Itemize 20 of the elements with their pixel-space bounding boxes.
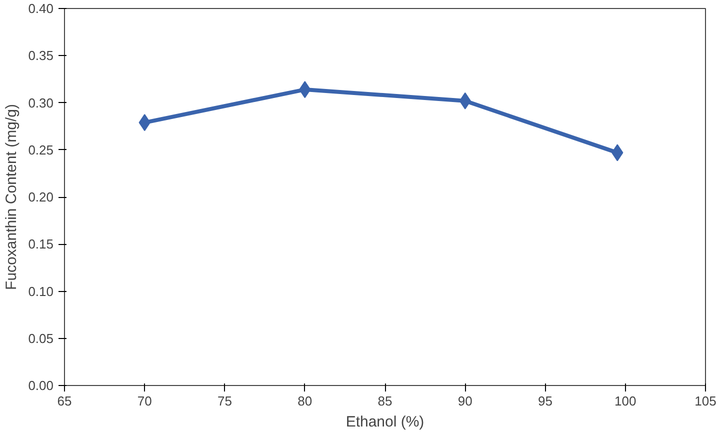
x-tick-label: 85 bbox=[378, 394, 392, 408]
x-tick-label: 75 bbox=[218, 394, 232, 408]
x-tick-label: 100 bbox=[614, 394, 636, 408]
y-axis-title: Fucoxanthin Content (mg/g) bbox=[3, 104, 20, 290]
x-tick-label: 65 bbox=[57, 394, 72, 408]
y-tick-label: 0.40 bbox=[28, 1, 54, 16]
y-tick-label: 0.35 bbox=[28, 48, 54, 64]
x-tick-label: 70 bbox=[137, 394, 152, 408]
y-tick-label: 0.15 bbox=[28, 236, 54, 252]
x-tick-label: 95 bbox=[538, 394, 552, 408]
y-tick-label: 0.30 bbox=[28, 95, 54, 110]
y-tick-label: 0.05 bbox=[28, 330, 54, 346]
x-tick-label: 105 bbox=[694, 394, 716, 408]
x-tick-label: 90 bbox=[458, 394, 472, 408]
x-tick-label: 80 bbox=[298, 394, 312, 408]
y-tick-label: 0.25 bbox=[28, 142, 54, 158]
y-tick-label: 0.00 bbox=[28, 378, 54, 393]
y-tick-label: 0.20 bbox=[28, 190, 54, 204]
x-axis-title: Ethanol (%) bbox=[346, 414, 424, 430]
y-tick-label: 0.10 bbox=[28, 284, 54, 299]
